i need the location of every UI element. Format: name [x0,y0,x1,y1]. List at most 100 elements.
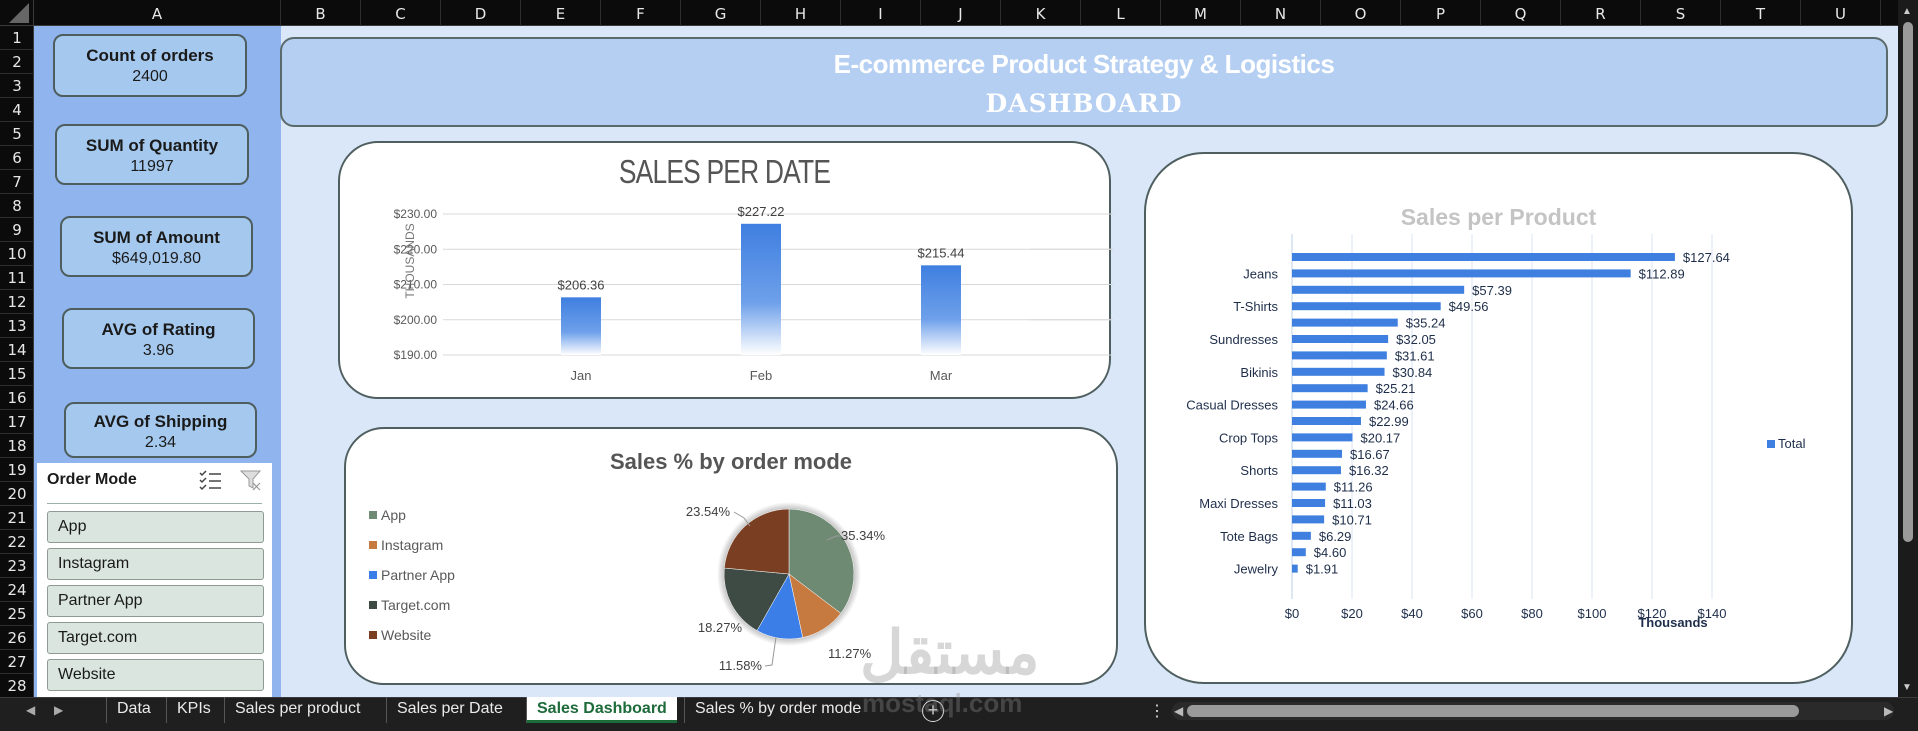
row-header-19[interactable]: 19 [0,458,34,482]
tab-options-icon[interactable]: ⋮ [1149,703,1165,720]
row-header-12[interactable]: 12 [0,290,34,314]
column-header-h[interactable]: H [761,0,841,26]
row-header-4[interactable]: 4 [0,98,34,122]
column-header-p[interactable]: P [1401,0,1481,26]
x-axis-label: Thousands [1638,615,1707,630]
x-tick-label: Jan [571,368,592,383]
data-label: $31.61 [1395,348,1435,363]
product-bar [1292,515,1325,524]
row-header-21[interactable]: 21 [0,506,34,530]
row-header-18[interactable]: 18 [0,434,34,458]
chart-title: Sales % by order mode [609,449,853,474]
column-header-o[interactable]: O [1321,0,1401,26]
row-header-7[interactable]: 7 [0,170,34,194]
sheet-tab-sales-by-order-mode[interactable]: Sales % by order mode [684,697,871,723]
row-header-24[interactable]: 24 [0,578,34,602]
slicer-item-app[interactable]: App [47,511,264,543]
data-label: $227.22 [738,204,785,219]
data-label: $25.21 [1376,381,1416,396]
column-header-m[interactable]: M [1161,0,1241,26]
column-header-d[interactable]: D [441,0,521,26]
data-label: $112.89 [1639,266,1685,281]
column-header-q[interactable]: Q [1481,0,1561,26]
bar-jan [561,297,601,355]
row-header-8[interactable]: 8 [0,194,34,218]
row-header-14[interactable]: 14 [0,338,34,362]
sheet-tab-data[interactable]: Data [106,697,161,723]
column-header-i[interactable]: I [841,0,921,26]
slicer-item-target[interactable]: Target.com [47,622,264,654]
column-header-c[interactable]: C [361,0,441,26]
prev-sheet-icon[interactable]: ◀ [26,703,36,717]
data-label: $32.05 [1396,332,1436,347]
row-header-10[interactable]: 10 [0,242,34,266]
column-header-j[interactable]: J [921,0,1001,26]
row-header-20[interactable]: 20 [0,482,34,506]
add-sheet-icon[interactable]: + [922,700,944,722]
scroll-up-icon[interactable]: ▲ [1902,6,1912,17]
column-header-f[interactable]: F [601,0,681,26]
vertical-scroll-thumb[interactable] [1903,22,1913,542]
row-header-2[interactable]: 2 [0,50,34,74]
sheet-tab-kpis[interactable]: KPIs [166,697,221,723]
column-header-a[interactable]: A [34,0,281,26]
column-header-l[interactable]: L [1081,0,1161,26]
scroll-right-icon[interactable]: ▶ [1884,704,1894,718]
scroll-down-icon[interactable]: ▼ [1902,682,1912,693]
sheet-tab-sales-per-date[interactable]: Sales per Date [386,697,513,723]
row-header-27[interactable]: 27 [0,650,34,674]
slicer-item-instagram[interactable]: Instagram [47,548,264,580]
row-header-25[interactable]: 25 [0,602,34,626]
row-header-28[interactable]: 28 [0,674,34,698]
category-label: Casual Dresses [1186,398,1278,413]
product-bar [1292,564,1298,573]
sales-by-order-mode-chart-card: Sales % by order mode App Instagram Partne… [344,427,1118,685]
data-label: $16.67 [1350,447,1390,462]
row-header-16[interactable]: 16 [0,386,34,410]
row-header-11[interactable]: 11 [0,266,34,290]
row-header-13[interactable]: 13 [0,314,34,338]
row-header-3[interactable]: 3 [0,74,34,98]
product-bar [1292,433,1353,442]
x-tick-label: $140 [1698,606,1727,621]
multi-select-icon[interactable] [199,469,223,491]
row-header-23[interactable]: 23 [0,554,34,578]
sheet-tab-sales-dashboard[interactable]: Sales Dashboard [526,697,677,723]
column-header-r[interactable]: R [1561,0,1641,26]
row-header-9[interactable]: 9 [0,218,34,242]
dashboard-subtitle: DASHBOARD [985,89,1183,118]
next-sheet-icon[interactable]: ▶ [54,703,64,717]
column-header-n[interactable]: N [1241,0,1321,26]
row-header-5[interactable]: 5 [0,122,34,146]
horizontal-scroll-thumb[interactable] [1187,705,1799,717]
data-label: $20.17 [1361,430,1401,445]
column-header-b[interactable]: B [281,0,361,26]
kpi-label: SUM of Quantity [85,136,219,155]
kpi-label: AVG of Shipping [93,412,228,431]
slicer-item-partner-app[interactable]: Partner App [47,585,264,617]
slicer-item-website[interactable]: Website [47,659,264,691]
x-tick-label: Feb [750,368,772,383]
column-header-t[interactable]: T [1721,0,1801,26]
row-header-6[interactable]: 6 [0,146,34,170]
row-header-26[interactable]: 26 [0,626,34,650]
row-header-15[interactable]: 15 [0,362,34,386]
row-header-22[interactable]: 22 [0,530,34,554]
scroll-left-icon[interactable]: ◀ [1174,704,1184,718]
column-header-e[interactable]: E [521,0,601,26]
select-all-corner[interactable] [0,0,34,26]
row-header-17[interactable]: 17 [0,410,34,434]
column-header-k[interactable]: K [1001,0,1081,26]
data-label: $24.66 [1374,398,1414,413]
column-header-s[interactable]: S [1641,0,1721,26]
sheet-tab-sales-per-product[interactable]: Sales per product [224,697,370,723]
product-bar [1292,302,1441,311]
row-header-1[interactable]: 1 [0,26,34,50]
kpi-label: Count of orders [86,46,214,65]
data-label: $6.29 [1319,529,1352,544]
data-label: $10.71 [1332,512,1372,527]
clear-filter-icon[interactable] [240,469,262,491]
column-header-g[interactable]: G [681,0,761,26]
column-header-u[interactable]: U [1801,0,1881,26]
data-label: $35.24 [1406,316,1446,331]
